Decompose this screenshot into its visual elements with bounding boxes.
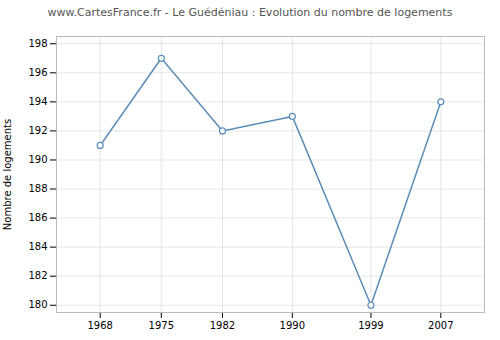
svg-text:180: 180 — [28, 299, 47, 310]
svg-text:1968: 1968 — [87, 320, 112, 331]
svg-text:1982: 1982 — [210, 320, 235, 331]
svg-text:196: 196 — [28, 67, 47, 78]
svg-text:1990: 1990 — [280, 320, 305, 331]
svg-text:184: 184 — [28, 241, 47, 252]
svg-text:182: 182 — [28, 270, 47, 281]
html-text:www.CartesFrance.fr - Le Guédé: www.CartesFrance.fr - Le Guédéniau : Evo… — [47, 6, 453, 19]
svg-text:194: 194 — [28, 96, 47, 107]
svg-text:186: 186 — [28, 212, 47, 223]
svg-text:1975: 1975 — [149, 320, 174, 331]
svg-text:2007: 2007 — [428, 320, 453, 331]
svg-text:192: 192 — [28, 125, 47, 136]
svg-text:190: 190 — [28, 154, 47, 165]
svg-text:1999: 1999 — [358, 320, 383, 331]
svg-text:188: 188 — [28, 183, 47, 194]
svg-text:198: 198 — [28, 38, 47, 49]
svg-text:Nombre de logements: Nombre de logements — [2, 119, 13, 230]
